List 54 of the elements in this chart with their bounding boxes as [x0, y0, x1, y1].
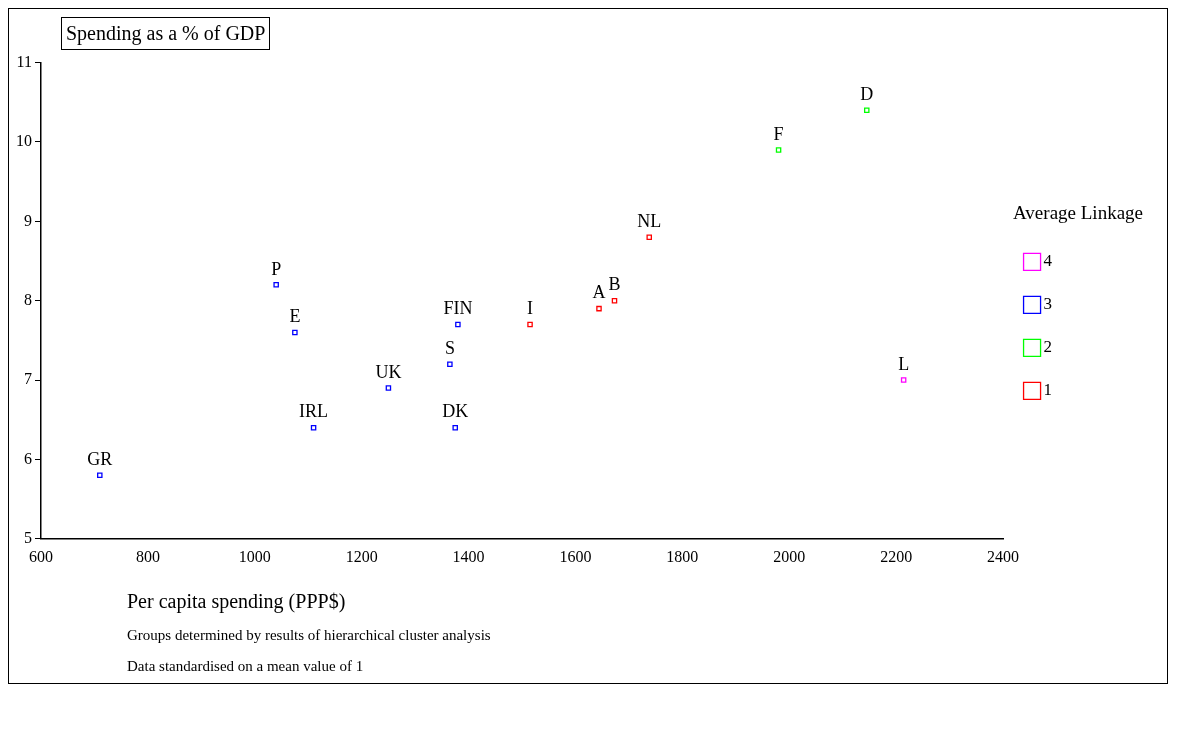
- point: [646, 234, 653, 240]
- annotation: IRL: [299, 401, 329, 422]
- y-tick-label: 6: [24, 449, 32, 467]
- y-tick-label: 7: [24, 370, 32, 388]
- annotation: DK: [442, 401, 469, 422]
- x-tick-label: 800: [135, 547, 160, 565]
- x-tick-label: 1400: [452, 547, 485, 565]
- point: [447, 361, 453, 367]
- annotation: S: [444, 337, 455, 358]
- point: [864, 107, 870, 113]
- annotation: P: [271, 258, 282, 279]
- point: [385, 385, 392, 391]
- x-tick-label: 1000: [238, 547, 271, 565]
- point: [452, 424, 458, 431]
- text: Groups determined by results of hierarchical cluster analysis: [127, 627, 492, 644]
- x-tick-label: 1200: [345, 547, 378, 565]
- point: [97, 472, 103, 479]
- point: [455, 321, 461, 328]
- y-tick-label: 8: [24, 290, 32, 308]
- x-tick-label: 2200: [880, 547, 913, 565]
- annotation: B: [608, 274, 621, 295]
- point: [527, 321, 533, 328]
- text: Data standardised on a mean value of 1: [127, 658, 365, 675]
- y-axis-title: Spending as a % of GDP: [61, 17, 271, 50]
- legend-label: 3: [1043, 294, 1053, 314]
- point: [596, 305, 602, 312]
- y-tick-label: 9: [24, 211, 32, 229]
- legend-title: Average Linkage: [1013, 202, 1144, 224]
- annotation: GR: [87, 449, 113, 470]
- annotation: E: [289, 306, 301, 327]
- y-tick-label: 11: [16, 52, 32, 70]
- annotation: NL: [637, 210, 662, 231]
- legend-label: 1: [1043, 380, 1053, 400]
- point: [775, 147, 782, 153]
- x-tick-label: 1600: [559, 547, 592, 565]
- legend-label: 2: [1043, 337, 1053, 357]
- annotation: L: [898, 353, 910, 374]
- point: [292, 329, 298, 336]
- x-tick-label: 1800: [666, 547, 699, 565]
- annotation: UK: [375, 361, 402, 382]
- legend-label: 4: [1043, 251, 1053, 271]
- annotation: F: [773, 123, 784, 144]
- point: [273, 282, 279, 288]
- annotation: A: [592, 282, 606, 303]
- annotation: D: [860, 83, 874, 104]
- x-axis-title: Per capita spending (PPP$): [127, 590, 347, 613]
- x-tick-label: 2400: [987, 547, 1020, 565]
- annotation: FIN: [443, 298, 473, 319]
- y-tick-label: 10: [16, 132, 32, 150]
- x-tick-label: 2000: [773, 547, 806, 565]
- x-tick-label: 600: [29, 547, 53, 565]
- annotation: I: [527, 298, 534, 319]
- point: [900, 377, 907, 383]
- y-tick-label: 5: [24, 529, 32, 546]
